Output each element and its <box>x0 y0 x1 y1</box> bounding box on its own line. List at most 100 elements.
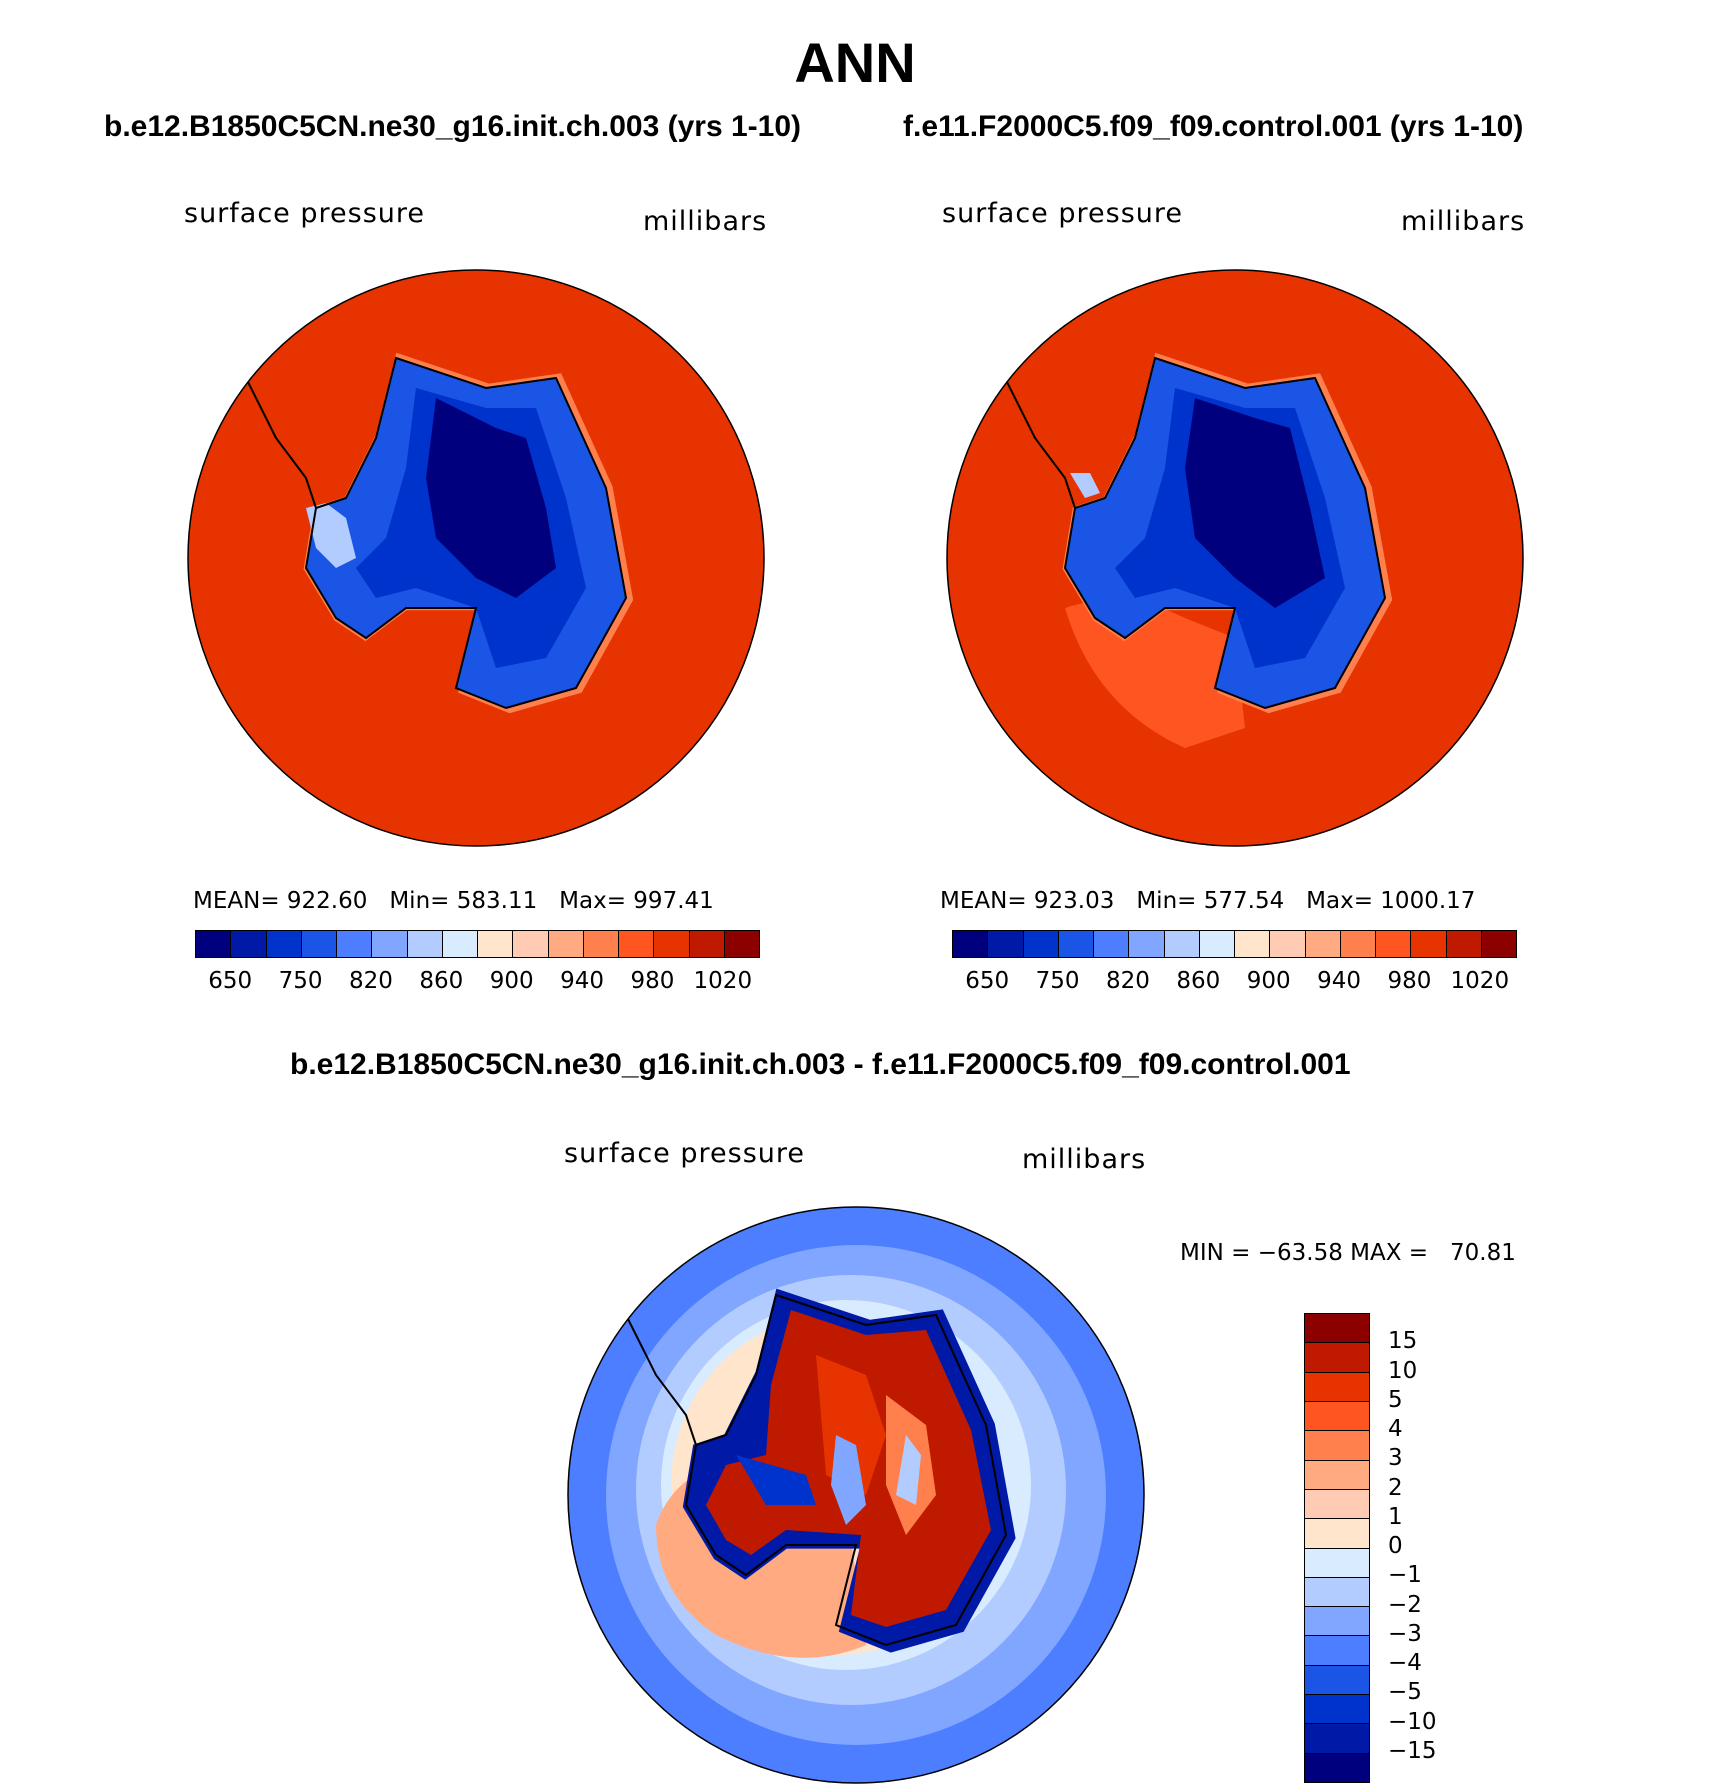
case-title-left: b.e12.B1850C5CN.ne30_g16.init.ch.003 (yr… <box>104 110 802 143</box>
mean-value-left: 922.60 <box>286 888 368 914</box>
colorbar-diff-swatch <box>1305 1636 1369 1666</box>
colorbar-right-swatch <box>1164 931 1200 957</box>
colorbar-right <box>952 930 1517 958</box>
colorbar-left-swatch <box>231 931 267 957</box>
min-label-right: Min= <box>1136 888 1197 914</box>
min-value-left: 583.11 <box>456 888 538 914</box>
colorbar-right-swatch <box>1340 931 1376 957</box>
colorbar-left-swatch <box>478 931 514 957</box>
colorbar-right-swatch <box>1270 931 1306 957</box>
colorbar-left-swatch <box>689 931 725 957</box>
diff-units-label: millibars <box>1022 1144 1147 1175</box>
mean-label-left: MEAN= <box>193 888 280 914</box>
colorbar-diff-tick-label: 3 <box>1388 1445 1403 1472</box>
colorbar-right-swatch <box>953 931 989 957</box>
diff-variable-label: surface pressure <box>564 1138 805 1169</box>
colorbar-diff-tick-label: 4 <box>1388 1416 1403 1442</box>
colorbar-right-tick-label: 900 <box>1246 968 1291 994</box>
colorbar-diff-swatch <box>1305 1724 1369 1754</box>
colorbar-right-swatch <box>1411 931 1447 957</box>
colorbar-ticks-left: 650 750 820 860 900 940 980 1020 <box>195 968 758 996</box>
colorbar-left-swatch <box>372 931 408 957</box>
colorbar-ticks-diff: 15 10 5 4 3 2 1 0 −1 −2 −3 −4 −5 −10 −15 <box>1388 1313 1468 1781</box>
colorbar-right-tick-label: 820 <box>1105 968 1150 994</box>
colorbar-diff-swatch <box>1305 1519 1369 1549</box>
colorbar-right-swatch <box>1446 931 1482 957</box>
colorbar-left-tick-label: 820 <box>348 968 393 994</box>
colorbar-left-tick-label: 750 <box>278 968 323 994</box>
colorbar-diff-tick-label: −4 <box>1388 1650 1422 1676</box>
colorbar-left-tick-label: 980 <box>630 968 675 994</box>
colorbar-right-tick-label: 980 <box>1387 968 1432 994</box>
colorbar-diff-tick-label: −5 <box>1388 1679 1422 1706</box>
min-label-left: Min= <box>389 888 450 914</box>
max-label-left: Max= <box>559 888 626 914</box>
colorbar-diff-swatch <box>1305 1753 1369 1782</box>
max-label-right: Max= <box>1306 888 1373 914</box>
colorbar-diff-tick-label: −2 <box>1388 1591 1422 1618</box>
colorbar-diff-swatch <box>1305 1343 1369 1373</box>
colorbar-left-tick-label: 940 <box>560 968 605 994</box>
colorbar-left-swatch <box>407 931 443 957</box>
colorbar-left-tick-label: 1020 <box>693 968 753 994</box>
colorbar-left-swatch <box>619 931 655 957</box>
colorbar-diff-swatch <box>1305 1460 1369 1490</box>
max-value-right: 1000.17 <box>1380 888 1476 914</box>
colorbar-diff-swatch <box>1305 1314 1369 1344</box>
colorbar-diff-tick-label: 5 <box>1388 1386 1403 1413</box>
colorbar-right-swatch <box>1235 931 1271 957</box>
colorbar-diff-tick-label: 1 <box>1388 1503 1403 1530</box>
colorbar-right-swatch <box>1094 931 1130 957</box>
colorbar-left-swatch <box>513 931 549 957</box>
colorbar-left-swatch <box>724 931 759 957</box>
colorbar-right-swatch <box>1058 931 1094 957</box>
stats-left: MEAN= 922.60 Min= 583.11 Max= 997.41 <box>193 888 714 914</box>
figure-title: ANN <box>794 31 916 94</box>
colorbar-left-tick-label: 860 <box>419 968 464 994</box>
colorbar-diff-swatch <box>1305 1665 1369 1696</box>
mean-value-right: 923.03 <box>1033 888 1115 914</box>
colorbar-diff-swatch <box>1305 1431 1369 1461</box>
case-title-right: f.e11.F2000C5.f09_f09.control.001 (yrs 1… <box>903 110 1524 143</box>
colorbar-left-swatch <box>337 931 373 957</box>
colorbar-diff-swatch <box>1305 1372 1369 1402</box>
colorbar-diff-tick-label: −15 <box>1388 1737 1437 1764</box>
colorbar-left-swatch <box>442 931 478 957</box>
colorbar-left-tick-label: 900 <box>489 968 534 994</box>
colorbar-diff-tick-label: 15 <box>1388 1328 1418 1355</box>
colorbar-left-swatch <box>548 931 584 957</box>
units-label-left: millibars <box>643 206 768 237</box>
antarctica-map-left <box>187 269 765 847</box>
colorbar-diff-swatch <box>1305 1695 1369 1725</box>
colorbar-right-swatch <box>1129 931 1165 957</box>
colorbar-diff-tick-label: 10 <box>1388 1357 1418 1384</box>
colorbar-right-swatch <box>1023 931 1059 957</box>
colorbar-right-tick-label: 1020 <box>1450 968 1510 994</box>
stats-right: MEAN= 923.03 Min= 577.54 Max= 1000.17 <box>940 888 1475 914</box>
colorbar-diff-swatch <box>1305 1577 1369 1608</box>
antarctica-diff-map <box>567 1206 1145 1784</box>
colorbar-right-tick-label: 940 <box>1317 968 1362 994</box>
colorbar-diff-swatch <box>1305 1401 1369 1432</box>
colorbar-right-tick-label: 650 <box>965 968 1010 994</box>
colorbar-diff-tick-label: 0 <box>1388 1533 1403 1559</box>
colorbar-left-swatch <box>196 931 232 957</box>
colorbar-left-swatch <box>266 931 302 957</box>
colorbar-diff-swatch <box>1305 1489 1369 1520</box>
colorbar-right-tick-label: 860 <box>1176 968 1221 994</box>
colorbar-right-swatch <box>1305 931 1341 957</box>
colorbar-left <box>195 930 760 958</box>
colorbar-ticks-right: 650 750 820 860 900 940 980 1020 <box>952 968 1515 996</box>
antarctica-map-right <box>946 269 1524 847</box>
diff-case-title: b.e12.B1850C5CN.ne30_g16.init.ch.003 - f… <box>290 1048 1351 1081</box>
colorbar-right-swatch <box>1481 931 1516 957</box>
variable-label-right: surface pressure <box>942 198 1183 229</box>
max-value-left: 997.41 <box>633 888 714 914</box>
colorbar-diff-tick-label: −10 <box>1388 1708 1437 1735</box>
variable-label-left: surface pressure <box>184 198 425 229</box>
diff-stats: MIN = −63.58 MAX = 70.81 <box>1180 1240 1516 1266</box>
colorbar-left-swatch <box>654 931 690 957</box>
colorbar-right-swatch <box>1199 931 1235 957</box>
colorbar-diff-tick-label: 2 <box>1388 1474 1403 1501</box>
colorbar-diff-tick-label: −1 <box>1388 1562 1422 1589</box>
